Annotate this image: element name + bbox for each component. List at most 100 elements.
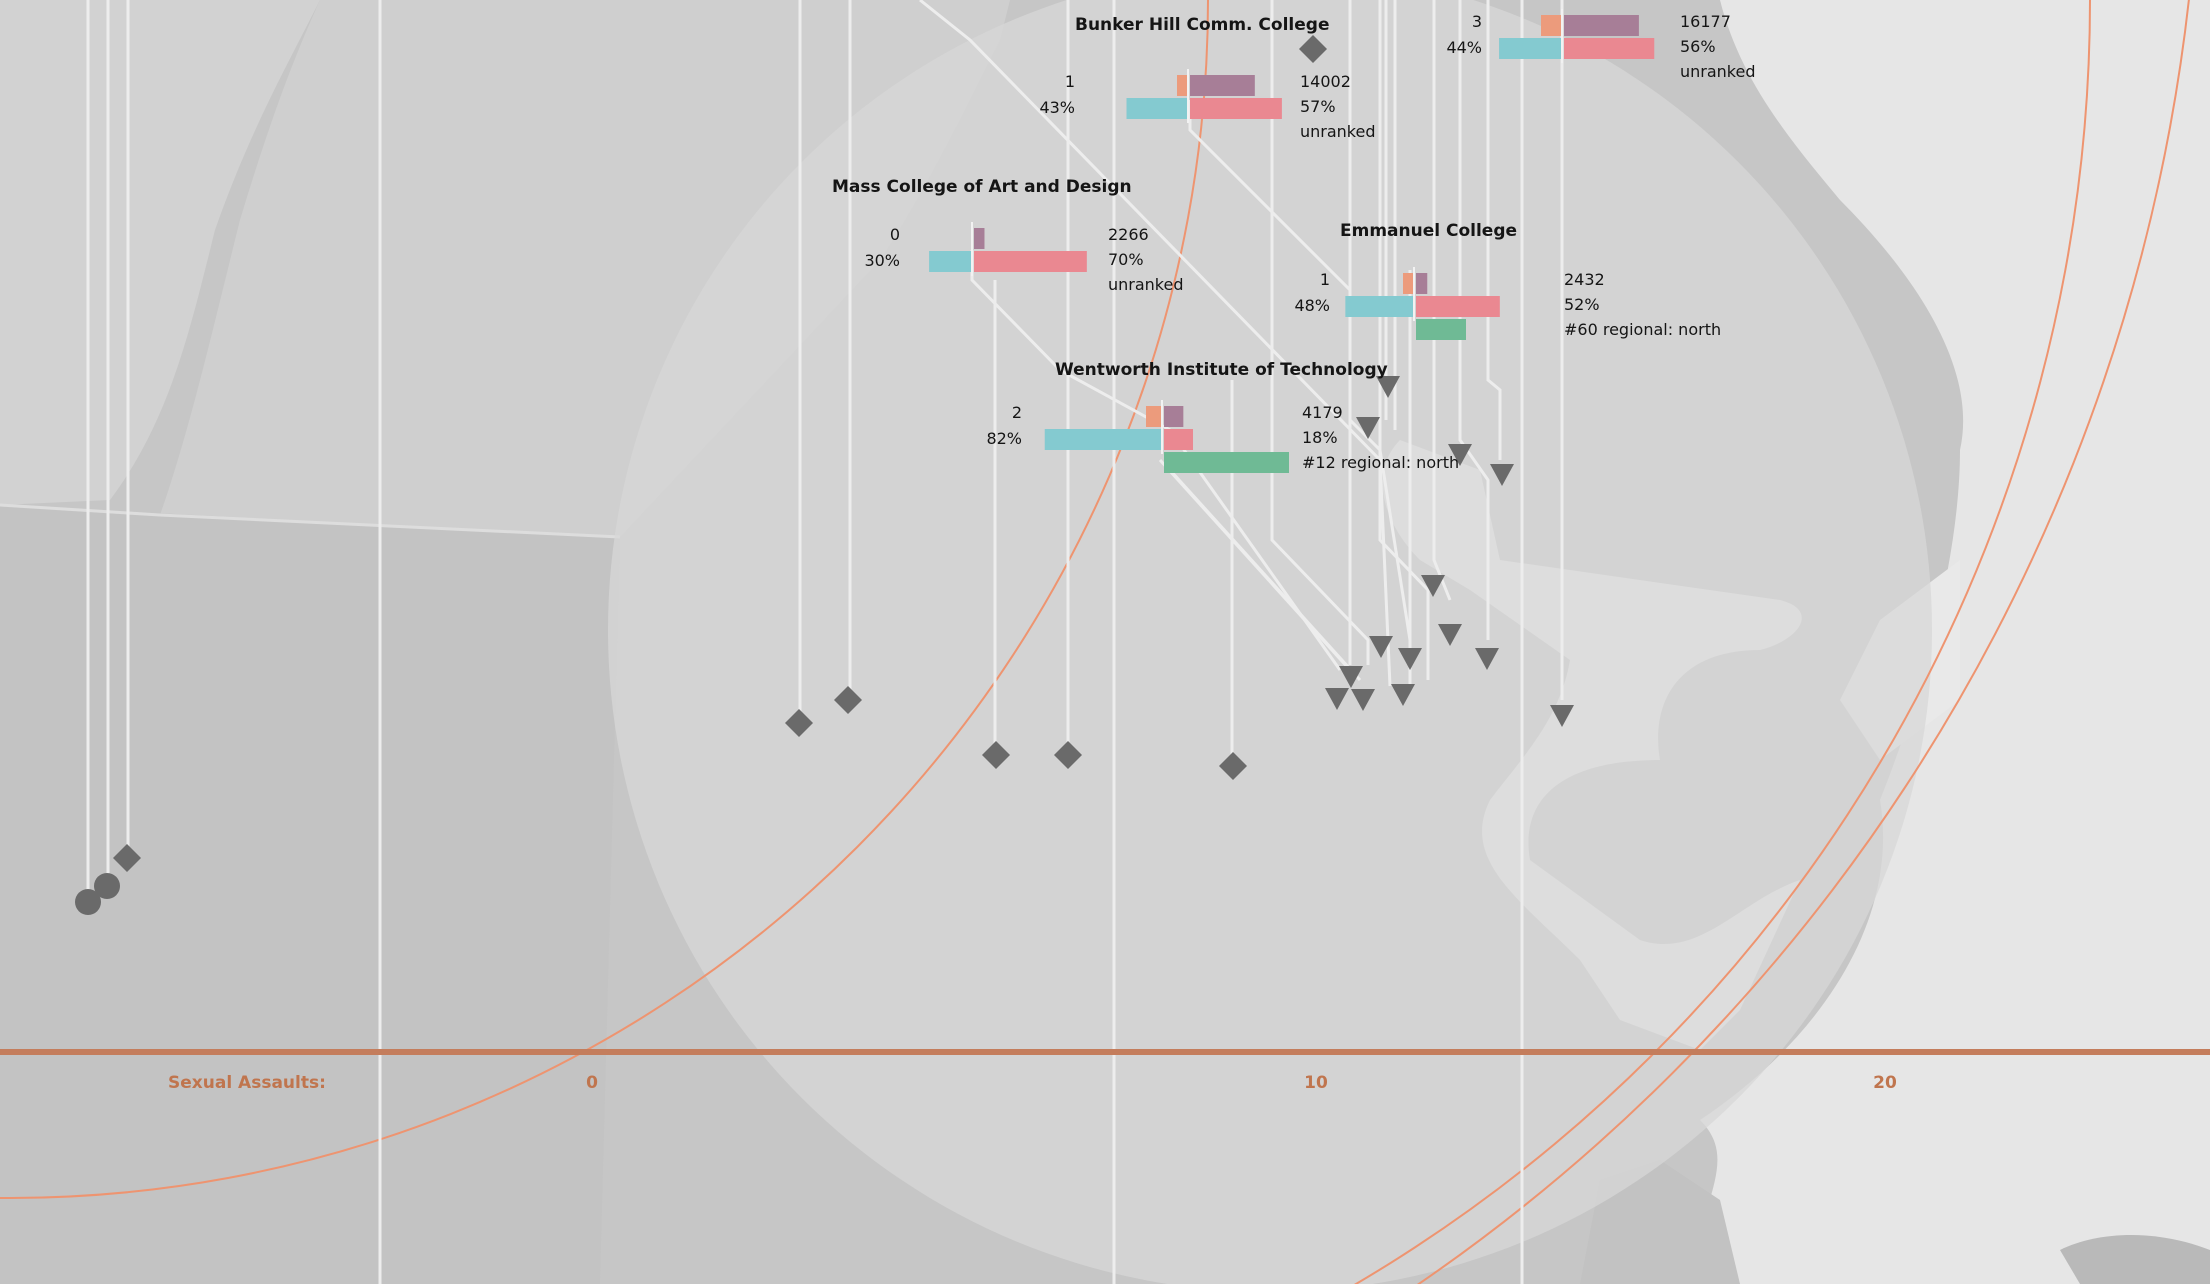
male-pct-bar xyxy=(1499,38,1562,59)
female-pct: 56% xyxy=(1680,37,1716,56)
assault-count: 1 xyxy=(1065,72,1075,91)
enrollment-count: 2432 xyxy=(1564,270,1605,289)
rank-bar xyxy=(1416,319,1466,340)
college-glyph: Emmanuel College 1 48% 2432 52% #60 regional:… xyxy=(1294,221,1721,340)
triangle-marker xyxy=(1339,666,1363,688)
enrollment-count: 4179 xyxy=(1302,403,1343,422)
land-region-north-center xyxy=(160,0,1010,537)
assault-bar xyxy=(1403,273,1414,294)
triangle-marker xyxy=(1421,575,1445,597)
female-pct-bar xyxy=(974,251,1087,272)
college-name: Bunker Hill Comm. College xyxy=(1075,15,1329,35)
enrollment-bar xyxy=(1564,15,1639,36)
male-pct: 48% xyxy=(1294,296,1330,315)
enrollment-bar xyxy=(1164,406,1184,427)
triangle-marker xyxy=(1325,688,1349,710)
college-glyph: Wentworth Institute of Technology 2 82% 417… xyxy=(986,360,1459,473)
rank-bar xyxy=(1164,452,1289,473)
college-name: Emmanuel College xyxy=(1340,221,1517,241)
assault-bar xyxy=(1177,75,1188,96)
triangle-marker xyxy=(1448,444,1472,466)
triangle-marker xyxy=(1475,648,1499,670)
pin-line xyxy=(1486,0,1502,460)
assault-count: 2 xyxy=(1012,403,1022,422)
enrollment-bar xyxy=(974,228,985,249)
circle-marker xyxy=(94,873,120,899)
college-glyph: Mass College of Art and Design 0 30% 2266 70… xyxy=(832,177,1184,294)
pin-line xyxy=(1348,0,1412,641)
assault-count: 0 xyxy=(890,225,900,244)
diamond-marker xyxy=(113,844,141,872)
pin-lines xyxy=(86,0,1564,1284)
assault-bar xyxy=(1146,406,1162,427)
male-pct-bar xyxy=(1126,98,1188,119)
triangle-marker xyxy=(1391,684,1415,706)
land-region-north xyxy=(0,0,320,505)
female-pct: 18% xyxy=(1302,428,1338,447)
x-tick-0: 0 xyxy=(586,1073,598,1093)
enrollment-bar xyxy=(1190,75,1255,96)
female-pct: 52% xyxy=(1564,295,1600,314)
assault-count: 3 xyxy=(1472,12,1482,31)
male-pct-bar xyxy=(1345,296,1414,317)
diamond-marker xyxy=(1299,35,1327,63)
triangle-marker xyxy=(1369,636,1393,658)
enrollment-count: 16177 xyxy=(1680,12,1731,31)
distance-ring-inner xyxy=(0,0,1209,1199)
female-pct-bar xyxy=(1416,296,1500,317)
triangle-marker xyxy=(1490,464,1514,486)
ranking-label: #12 regional: north xyxy=(1302,453,1459,472)
triangle-marker xyxy=(1550,705,1574,727)
ranking-label: unranked xyxy=(1108,275,1184,294)
ranking-label: unranked xyxy=(1680,62,1756,81)
land-border xyxy=(0,503,621,539)
circle-marker xyxy=(75,889,101,915)
triangle-marker xyxy=(1438,624,1462,646)
x-tick-20: 20 xyxy=(1873,1073,1897,1093)
focus-circle xyxy=(608,0,1932,1284)
triangle-marker xyxy=(1376,376,1400,398)
diamond-marker xyxy=(982,741,1010,769)
land-far-southeast xyxy=(2060,1235,2210,1284)
male-pct: 82% xyxy=(986,429,1022,448)
diamond-marker xyxy=(1054,741,1082,769)
diamond-marker xyxy=(1219,752,1247,780)
x-axis: Sexual Assaults: 0 10 20 xyxy=(0,1049,2210,1093)
assault-count: 1 xyxy=(1320,270,1330,289)
male-pct: 44% xyxy=(1446,38,1482,57)
triangle-marker xyxy=(1398,648,1422,670)
x-axis-label: Sexual Assaults: xyxy=(168,1073,326,1093)
female-pct-bar xyxy=(1190,98,1282,119)
pin-line xyxy=(1432,0,1452,601)
female-pct: 57% xyxy=(1300,97,1336,116)
pin-line xyxy=(1458,0,1490,640)
land-region-south xyxy=(0,505,620,1284)
diamond-marker xyxy=(785,709,813,737)
enrollment-count: 2266 xyxy=(1108,225,1149,244)
college-glyphs: Bunker Hill Comm. College 1 43% 14002 57% unr… xyxy=(832,9,1756,473)
female-pct-bar xyxy=(1164,429,1194,450)
pin-line xyxy=(1270,0,1370,665)
male-pct: 43% xyxy=(1039,98,1075,117)
x-tick-10: 10 xyxy=(1304,1073,1328,1093)
college-name: Mass College of Art and Design xyxy=(832,177,1132,197)
college-glyph: 3 44% 16177 56% unranked xyxy=(1446,9,1756,81)
diamond-marker xyxy=(834,686,862,714)
male-pct: 30% xyxy=(864,251,900,270)
college-glyph: Bunker Hill Comm. College 1 43% 14002 57% unr… xyxy=(1039,15,1375,141)
assault-bar xyxy=(1541,15,1562,36)
markers xyxy=(75,35,1574,915)
triangle-marker xyxy=(1351,689,1375,711)
female-pct-bar xyxy=(1564,38,1655,59)
male-pct-bar xyxy=(1044,429,1162,450)
pin-line xyxy=(1378,0,1430,680)
enrollment-bar xyxy=(1416,273,1428,294)
pin-line xyxy=(1168,468,1362,682)
female-pct: 70% xyxy=(1108,250,1144,269)
ranking-label: #60 regional: north xyxy=(1564,320,1721,339)
ranking-label: unranked xyxy=(1300,122,1376,141)
